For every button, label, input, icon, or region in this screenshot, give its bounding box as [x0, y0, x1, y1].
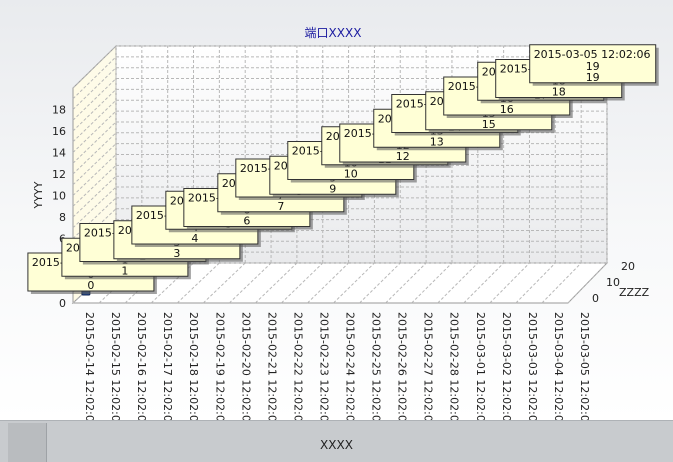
- x-tick-label: 2015-02-24 12:02:06: [344, 312, 357, 429]
- label-value: 19: [586, 60, 600, 73]
- label-box: [529, 44, 657, 84]
- chart-title: 端口XXXX: [305, 26, 362, 40]
- x-axis-ticks: 2015-02-14 12:02:06 2015-02-15 12:02:06 20…: [83, 312, 591, 429]
- label-value-repeat: 9: [329, 182, 336, 195]
- x-tick-label: 2015-02-22 12:02:06: [291, 312, 304, 429]
- label-value-repeat: 16: [500, 103, 514, 116]
- z-axis-title: ZZZZ: [619, 286, 650, 299]
- y-tick-label: 10: [52, 190, 66, 203]
- side-grid-line: [72, 45, 117, 89]
- y-tick-label: 0: [59, 297, 66, 310]
- x-tick-label: 2015-02-17 12:02:06: [161, 312, 174, 429]
- y-axis-title: YYYY: [32, 181, 45, 209]
- label-value-repeat: 18: [552, 86, 566, 99]
- label-value-repeat: 0: [87, 279, 94, 292]
- x-tick-label: 2015-02-23 12:02:06: [317, 312, 330, 429]
- floor-grid-line: [463, 262, 504, 304]
- data-labels: 2015-02-14 12:02:06002015-02-15 12:02:06…: [27, 44, 659, 294]
- x-tick-label: 2015-02-25 12:02:06: [370, 312, 383, 429]
- y-tick-label: 12: [52, 168, 66, 181]
- side-grid-line: [72, 56, 117, 100]
- label-value-repeat: 15: [482, 118, 496, 131]
- x-tick-label: 2015-02-27 12:02:06: [422, 312, 435, 429]
- z-tick-label: 10: [606, 276, 620, 289]
- label-value-repeat: 4: [191, 232, 198, 245]
- label-value-repeat: 19: [586, 71, 600, 84]
- label-value-repeat: 7: [277, 200, 284, 213]
- x-tick-label: 2015-02-21 12:02:06: [265, 312, 278, 429]
- x-tick-label: 2015-02-28 12:02:06: [448, 312, 461, 429]
- floor-grid-line: [567, 262, 608, 304]
- floor-grid-line: [359, 262, 401, 304]
- x-tick-label: 2015-02-16 12:02:06: [135, 312, 148, 429]
- floor-grid-line: [437, 262, 479, 304]
- floor-grid-line: [281, 262, 324, 304]
- x-tick-label: 2015-03-05 12:02:06: [578, 312, 591, 429]
- floor-grid-line: [307, 262, 349, 304]
- x-tick-label: 2015-03-02 12:02:06: [500, 312, 513, 429]
- label-value-repeat: 12: [396, 150, 410, 163]
- label-date: 2015-03-05 12:02:06: [534, 48, 651, 61]
- x-tick-label: 2015-03-01 12:02:06: [474, 312, 487, 429]
- x-axis-title: XXXX: [320, 438, 353, 452]
- x-tick-label: 2015-02-15 12:02:06: [109, 312, 122, 429]
- floor-grid-line: [541, 262, 582, 304]
- label-value-repeat: 10: [344, 168, 358, 181]
- x-tick-label: 2015-02-14 12:02:06: [83, 312, 96, 429]
- floor-grid-line: [411, 262, 453, 304]
- y-tick-label: 18: [52, 104, 66, 117]
- y-tick-label: 16: [52, 125, 66, 138]
- floor-grid-line: [515, 262, 556, 304]
- x-axis-title-bar: [0, 420, 673, 462]
- label-value-repeat: 6: [243, 215, 250, 228]
- floor-grid-line: [333, 262, 375, 304]
- label-value-repeat: 13: [430, 135, 444, 148]
- floor-grid-line: [385, 262, 427, 304]
- z-tick-label: 20: [621, 260, 635, 273]
- bar-handle: [8, 423, 47, 462]
- label-value-repeat: 1: [121, 264, 128, 277]
- x-tick-label: 2015-03-03 12:02:06: [526, 312, 539, 429]
- x-tick-label: 2015-02-20 12:02:06: [239, 312, 252, 429]
- x-tick-label: 2015-02-26 12:02:06: [396, 312, 409, 429]
- x-tick-label: 2015-03-04 12:02:06: [552, 312, 565, 429]
- x-tick-label: 2015-02-18 12:02:06: [187, 312, 200, 429]
- label-value-repeat: 3: [173, 247, 180, 260]
- z-tick-label: 0: [592, 292, 599, 305]
- floor-grid-line: [489, 262, 530, 304]
- y-tick-label: 8: [59, 211, 66, 224]
- y-tick-label: 14: [52, 147, 66, 160]
- x-tick-label: 2015-02-19 12:02:06: [213, 312, 226, 429]
